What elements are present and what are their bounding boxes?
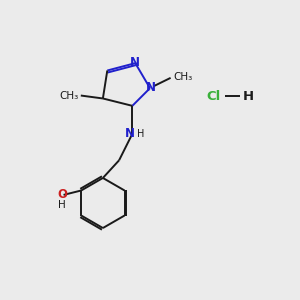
Text: Cl: Cl (206, 91, 220, 103)
Text: N: N (130, 56, 140, 69)
Text: H: H (137, 129, 144, 139)
Text: CH₃: CH₃ (173, 72, 192, 82)
Text: H: H (58, 200, 66, 210)
Text: N: N (146, 81, 156, 94)
Text: N: N (125, 127, 135, 140)
Text: H: H (243, 91, 254, 103)
Text: CH₃: CH₃ (60, 91, 79, 100)
Text: O: O (57, 188, 68, 201)
